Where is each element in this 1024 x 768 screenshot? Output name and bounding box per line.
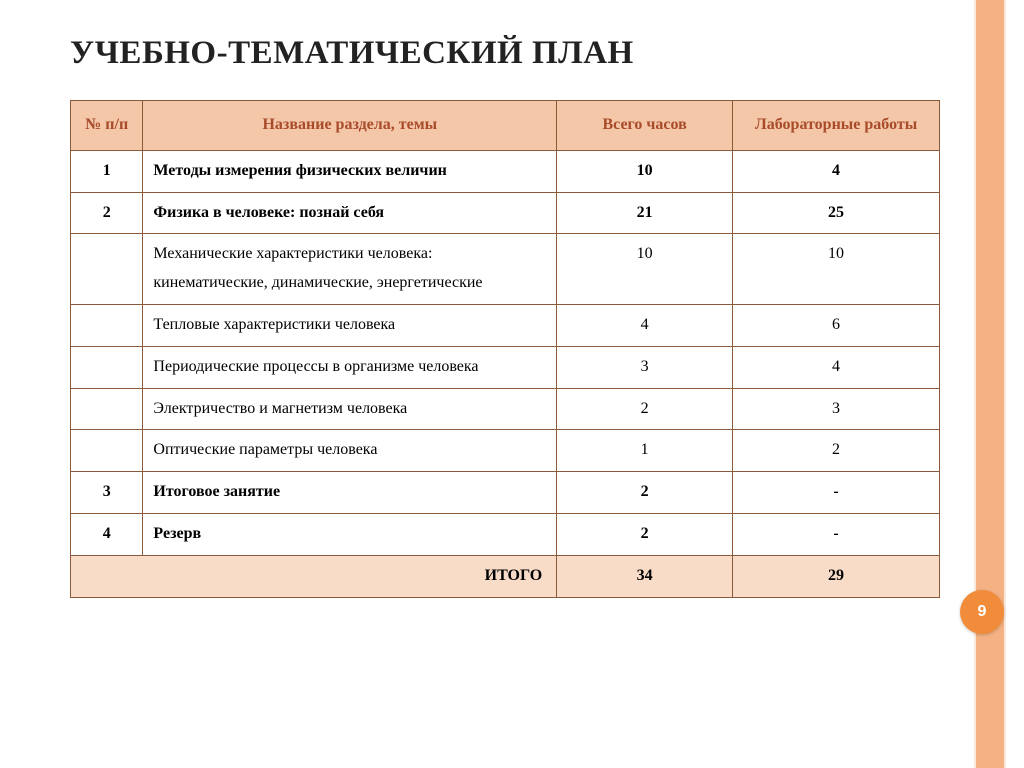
cell-hours: 10 xyxy=(557,234,733,305)
table-row: Периодические процессы в организме челов… xyxy=(71,346,940,388)
cell-hours: 21 xyxy=(557,192,733,234)
cell-lab: 25 xyxy=(733,192,940,234)
table-row: 3Итоговое занятие2- xyxy=(71,472,940,514)
table-row: Оптические параметры человека12 xyxy=(71,430,940,472)
col-header-number: № п/п xyxy=(71,101,143,151)
cell-lab: 4 xyxy=(733,150,940,192)
table-row: 2Физика в человеке: познай себя2125 xyxy=(71,192,940,234)
cell-lab: 2 xyxy=(733,430,940,472)
slide-content: УЧЕБНО-ТЕМАТИЧЕСКИЙ ПЛАН № п/п Название … xyxy=(0,0,1024,628)
cell-hours: 1 xyxy=(557,430,733,472)
table-row: Электричество и магнетизм человека23 xyxy=(71,388,940,430)
cell-number xyxy=(71,388,143,430)
cell-lab: 6 xyxy=(733,304,940,346)
cell-hours: 4 xyxy=(557,304,733,346)
table-header-row: № п/п Название раздела, темы Всего часов… xyxy=(71,101,940,151)
table-row: 4Резерв2- xyxy=(71,513,940,555)
cell-title: Итоговое занятие xyxy=(143,472,557,514)
cell-title: Физика в человеке: познай себя xyxy=(143,192,557,234)
cell-lab: - xyxy=(733,472,940,514)
decorative-stripe xyxy=(974,0,1006,768)
cell-title: Периодические процессы в организме челов… xyxy=(143,346,557,388)
cell-title: Тепловые характеристики человека xyxy=(143,304,557,346)
cell-hours: 2 xyxy=(557,388,733,430)
cell-title: Методы измерения физических величин xyxy=(143,150,557,192)
table-row: Тепловые характеристики человека46 xyxy=(71,304,940,346)
page-title: УЧЕБНО-ТЕМАТИЧЕСКИЙ ПЛАН xyxy=(70,35,964,72)
cell-number: 1 xyxy=(71,150,143,192)
cell-title: Электричество и магнетизм человека xyxy=(143,388,557,430)
page-number-badge: 9 xyxy=(960,590,1004,634)
cell-number xyxy=(71,346,143,388)
cell-title: Оптические параметры человека xyxy=(143,430,557,472)
cell-number: 2 xyxy=(71,192,143,234)
cell-lab: 3 xyxy=(733,388,940,430)
cell-hours: 10 xyxy=(557,150,733,192)
page-number: 9 xyxy=(978,603,987,621)
cell-hours: 2 xyxy=(557,472,733,514)
cell-title: Резерв xyxy=(143,513,557,555)
cell-total-label: ИТОГО xyxy=(71,555,557,597)
table-total-row: ИТОГО3429 xyxy=(71,555,940,597)
table-row: Механические характеристики человека: ки… xyxy=(71,234,940,305)
col-header-title: Название раздела, темы xyxy=(143,101,557,151)
col-header-hours: Всего часов xyxy=(557,101,733,151)
cell-number xyxy=(71,304,143,346)
cell-number: 4 xyxy=(71,513,143,555)
cell-number: 3 xyxy=(71,472,143,514)
cell-total-hours: 34 xyxy=(557,555,733,597)
cell-hours: 3 xyxy=(557,346,733,388)
cell-title: Механические характеристики человека: ки… xyxy=(143,234,557,305)
cell-lab: 10 xyxy=(733,234,940,305)
curriculum-table: № п/п Название раздела, темы Всего часов… xyxy=(70,100,940,598)
cell-lab: - xyxy=(733,513,940,555)
col-header-lab: Лабораторные работы xyxy=(733,101,940,151)
cell-number xyxy=(71,234,143,305)
cell-hours: 2 xyxy=(557,513,733,555)
table-row: 1Методы измерения физических величин104 xyxy=(71,150,940,192)
cell-lab: 4 xyxy=(733,346,940,388)
cell-total-lab: 29 xyxy=(733,555,940,597)
cell-number xyxy=(71,430,143,472)
